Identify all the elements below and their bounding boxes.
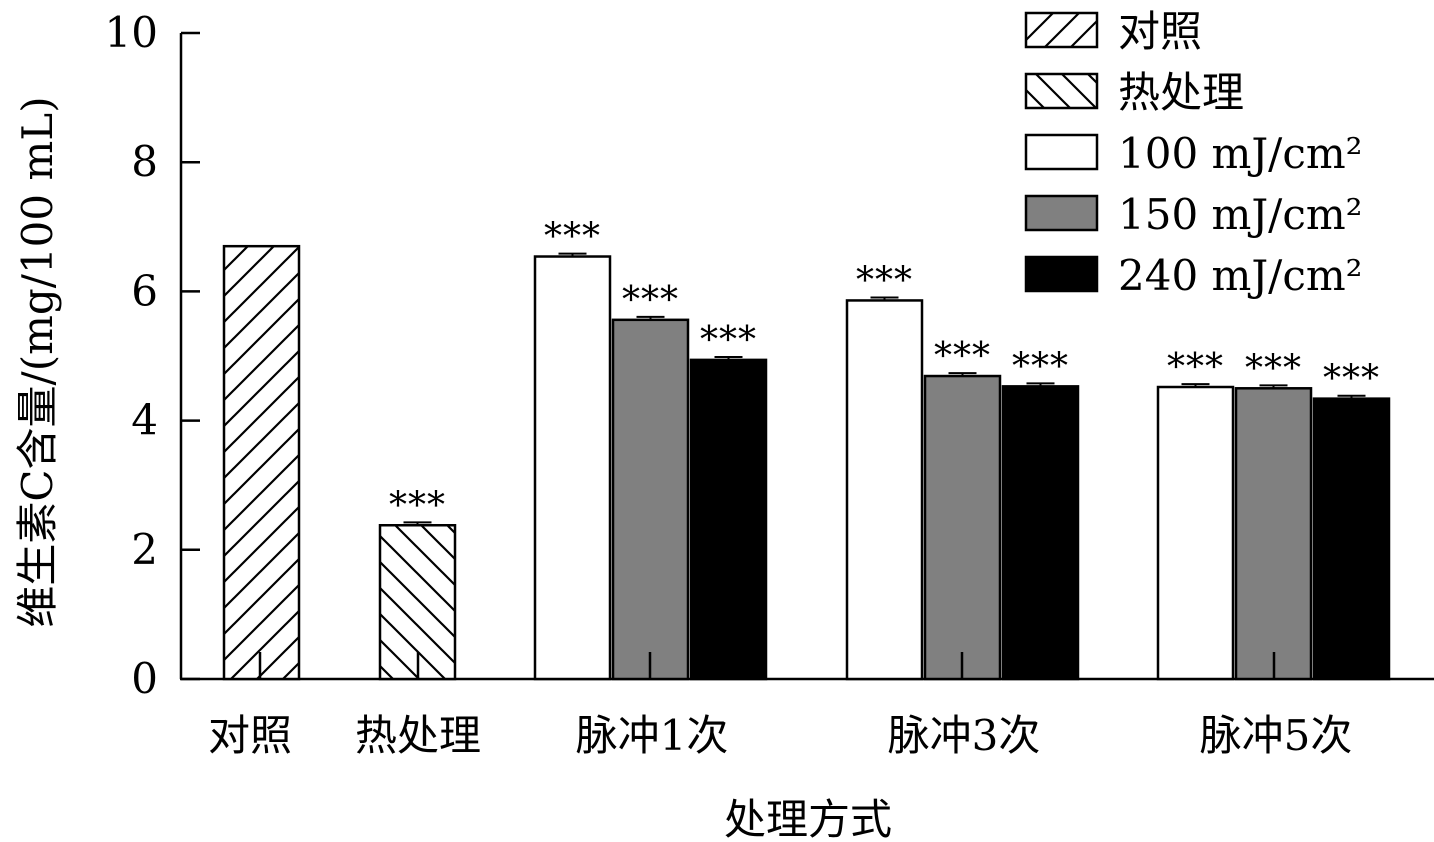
bar: [845, 299, 924, 681]
bar: [222, 244, 301, 681]
y-tick-label: 0: [131, 654, 158, 703]
legend-swatch: [1024, 72, 1099, 110]
legend-swatch: [1024, 133, 1099, 171]
y-tick-label: 8: [131, 137, 158, 186]
bar: [611, 318, 690, 681]
y-axis-title: 维生素C含量/(mg/100 mL): [13, 96, 62, 627]
significance-label: ***: [1245, 348, 1302, 389]
legend-label: 240 mJ/cm²: [1118, 251, 1363, 300]
category-label: 脉冲3次: [888, 711, 1041, 760]
bar: [1001, 385, 1080, 681]
category-labels: 对照 热处理 脉冲1次 脉冲3次 脉冲5次: [208, 652, 1352, 760]
legend-swatch: [1024, 11, 1099, 49]
bar: [1312, 397, 1391, 681]
legend-label: 150 mJ/cm²: [1118, 190, 1363, 239]
significance-label: ***: [700, 320, 757, 361]
significance-label: ***: [1012, 346, 1069, 387]
bar: [689, 358, 768, 681]
legend-swatch: [1024, 255, 1099, 293]
y-ticks: 0 2 4 6 8 10: [105, 8, 200, 703]
y-tick-label: 6: [131, 266, 158, 315]
legend-label: 热处理: [1118, 68, 1244, 117]
significance-label: ***: [934, 336, 991, 377]
legend-swatch: [1024, 194, 1099, 232]
y-tick-label: 2: [131, 525, 158, 574]
significance-label: ***: [1167, 347, 1224, 388]
legend-label: 对照: [1118, 7, 1202, 56]
y-tick-label: 4: [131, 396, 158, 445]
category-label: 脉冲5次: [1200, 711, 1353, 760]
bar: [1234, 387, 1313, 681]
bar: [923, 374, 1002, 681]
bar: [1156, 385, 1235, 681]
category-label: 对照: [208, 711, 292, 760]
category-label: 热处理: [355, 711, 481, 760]
significance-label: ***: [1323, 359, 1380, 400]
significance-label: ***: [389, 485, 446, 526]
bars: *** *** *** *** *** *** *** *** *** ***: [222, 217, 1391, 681]
significance-label: ***: [856, 260, 913, 301]
x-axis-title: 处理方式: [724, 795, 892, 842]
legend-label: 100 mJ/cm²: [1118, 129, 1363, 178]
category-label: 脉冲1次: [576, 711, 729, 760]
significance-label: ***: [622, 280, 679, 321]
y-tick-label: 10: [105, 8, 158, 57]
bar: [533, 255, 612, 681]
significance-label: ***: [544, 217, 601, 258]
